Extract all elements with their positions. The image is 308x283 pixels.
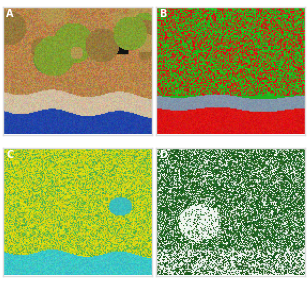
Text: B: B (160, 9, 167, 19)
Text: C: C (6, 150, 14, 160)
Text: A: A (6, 9, 14, 19)
Text: D: D (160, 150, 168, 160)
